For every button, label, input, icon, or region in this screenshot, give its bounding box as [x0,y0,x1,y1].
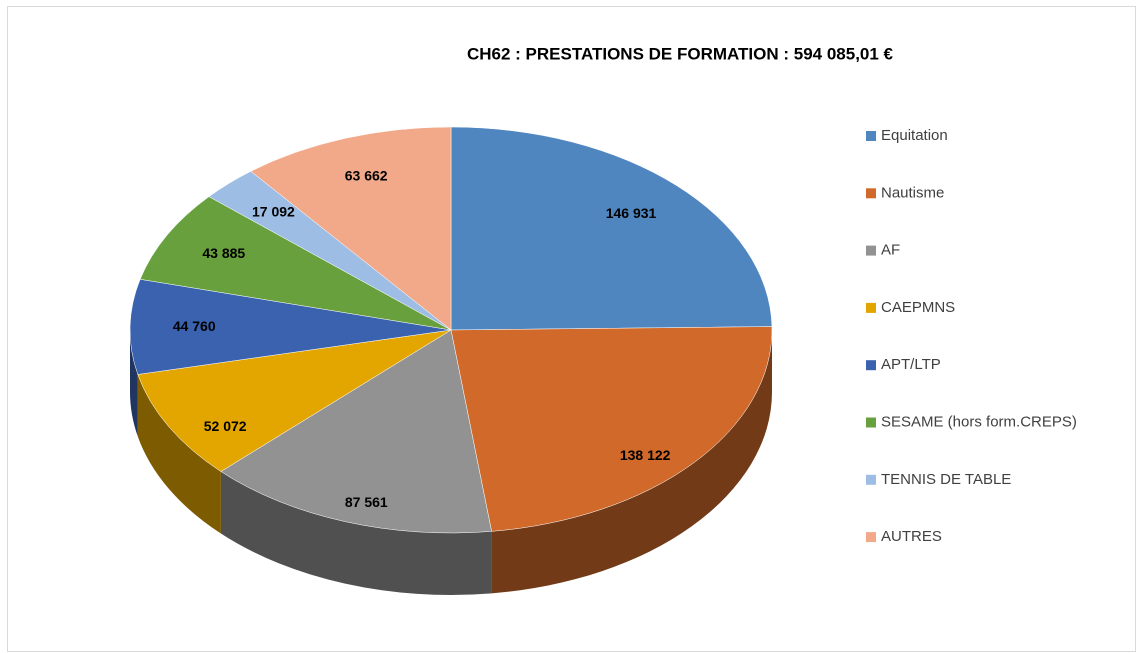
legend-label: CAEPMNS [881,299,955,316]
legend-swatch [866,188,876,199]
legend-swatch [866,532,876,543]
data-label: 146 931 [606,205,657,221]
slice [450,326,773,532]
legend-label: AUTRES [881,528,942,545]
slice [450,126,773,331]
legend-label: AF [881,242,900,259]
data-label: 52 072 [204,418,247,434]
data-label: 43 885 [202,245,245,261]
data-label: 87 561 [345,494,388,510]
slice [220,329,492,534]
legend-label: Equitation [881,127,948,144]
slice-side [130,330,138,437]
legend-label: APT/LTP [881,356,941,373]
legend-label: Nautisme [881,184,944,201]
chart-title: CH62 : PRESTATIONS DE FORMATION : 594 08… [467,44,894,63]
data-label: 17 092 [252,203,295,219]
data-label: 138 122 [620,447,671,463]
legend-swatch [866,131,876,141]
legend-label: SESAME (hors form.CREPS) [881,413,1077,430]
legend-swatch [866,417,876,428]
legend-swatch [866,474,876,485]
data-label: 63 662 [345,167,388,183]
slice-side [220,471,492,595]
slice-side [491,330,772,594]
slice [139,196,452,331]
legend-swatch [866,360,876,371]
legend-label: TENNIS DE TABLE [881,471,1011,488]
slice [129,278,452,375]
data-label: 44 760 [173,318,216,334]
slice [137,329,452,472]
legend-swatch [866,245,876,256]
slice [250,126,452,331]
legend-swatch [866,302,876,313]
